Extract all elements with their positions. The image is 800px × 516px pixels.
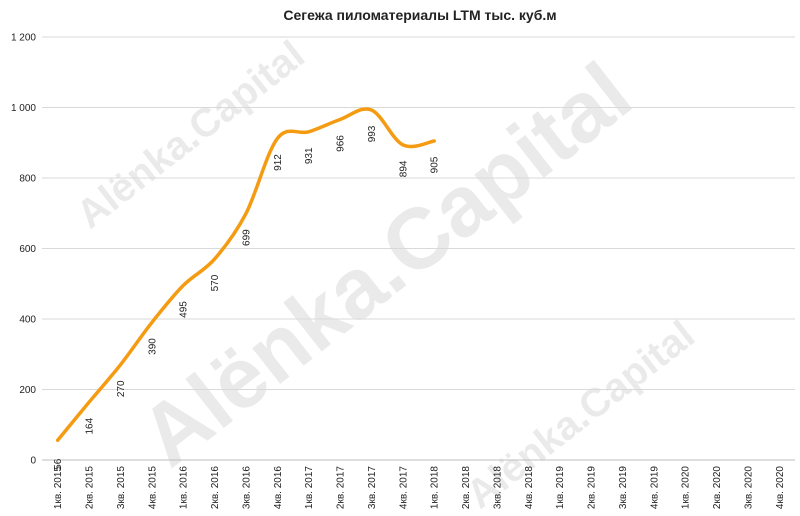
x-tick-label: 4кв. 2016 — [273, 466, 284, 509]
data-label: 905 — [430, 156, 441, 173]
data-label: 894 — [398, 160, 409, 177]
x-tick-label: 2кв. 2018 — [461, 466, 472, 509]
data-label: 390 — [147, 338, 158, 355]
y-tick-label: 200 — [19, 385, 36, 396]
data-label: 56 — [53, 458, 64, 470]
x-tick-label: 3кв. 2019 — [618, 466, 629, 509]
y-tick-label: 600 — [19, 244, 36, 255]
x-tick-label: 4кв. 2018 — [524, 466, 535, 509]
x-tick-label: 1кв. 2018 — [430, 466, 441, 509]
x-tick-label: 3кв. 2017 — [367, 466, 378, 509]
x-tick-label: 2кв. 2016 — [210, 466, 221, 509]
data-label: 993 — [367, 125, 378, 142]
data-label: 699 — [241, 229, 252, 246]
x-tick-label: 1кв. 2016 — [179, 466, 190, 509]
x-tick-label: 3кв. 2020 — [743, 466, 754, 509]
y-tick-label: 800 — [19, 174, 36, 185]
y-tick-label: 400 — [19, 315, 36, 326]
data-label: 495 — [179, 301, 190, 318]
x-tick-label: 4кв. 2015 — [147, 466, 158, 509]
watermark: Alёnka.Capital — [68, 33, 312, 237]
x-tick-label: 4кв. 2020 — [775, 466, 786, 509]
x-tick-label: 1кв. 2019 — [555, 466, 566, 509]
y-tick-label: 1 200 — [11, 33, 36, 44]
x-tick-label: 3кв. 2018 — [492, 466, 503, 509]
x-tick-label: 2кв. 2015 — [85, 466, 96, 509]
x-tick-label: 1кв. 2020 — [681, 466, 692, 509]
data-label: 164 — [85, 417, 96, 434]
x-tick-label: 2кв. 2020 — [712, 466, 723, 509]
chart-title: Сегежа пиломатериалы LTM тыс. куб.м — [283, 7, 556, 23]
x-tick-label: 1кв. 2015 — [53, 466, 64, 509]
x-tick-label: 2кв. 2019 — [587, 466, 598, 509]
data-label: 270 — [116, 380, 127, 397]
x-tick-label: 4кв. 2017 — [398, 466, 409, 509]
y-tick-label: 0 — [30, 456, 36, 467]
x-tick-label: 1кв. 2017 — [304, 466, 315, 509]
data-label: 912 — [273, 154, 284, 171]
data-label: 931 — [304, 147, 315, 164]
x-tick-label: 4кв. 2019 — [649, 466, 660, 509]
data-label: 570 — [210, 274, 221, 291]
x-tick-label: 3кв. 2016 — [241, 466, 252, 509]
y-tick-label: 1 000 — [11, 103, 36, 114]
data-line — [55, 107, 436, 443]
data-label: 966 — [336, 135, 347, 152]
x-tick-label: 3кв. 2015 — [116, 466, 127, 509]
watermarks: Alёnka.Capital Alёnka.Capital Alёnka.Cap… — [68, 33, 702, 516]
x-tick-label: 2кв. 2017 — [336, 466, 347, 509]
